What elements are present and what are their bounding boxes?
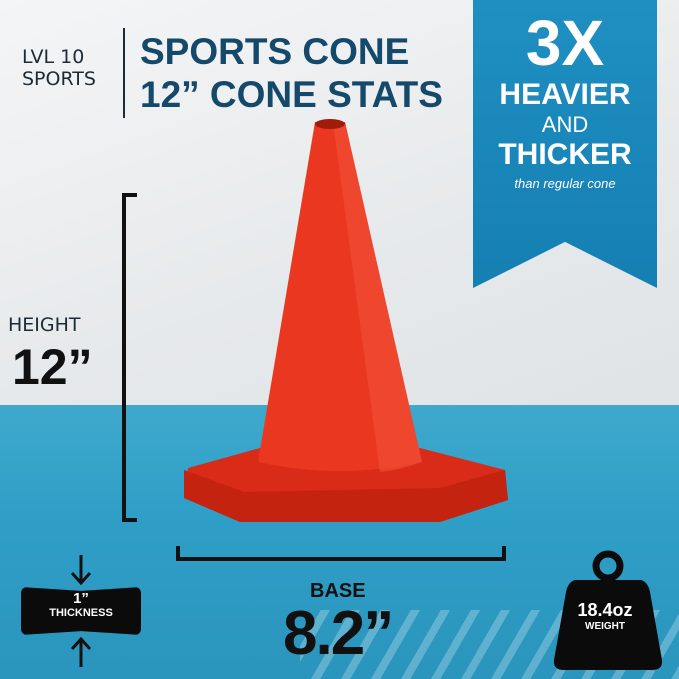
arrow-up-icon: [70, 636, 92, 667]
banner-line1: HEAVIER: [499, 78, 631, 111]
banner-line2: AND: [541, 112, 589, 137]
thickness-badge: 1” THICKNESS: [21, 587, 141, 635]
banner-line3: THICKER: [498, 138, 632, 171]
height-label: HEIGHT: [8, 314, 81, 336]
weight-badge: 18.4oz WEIGHT: [560, 600, 650, 632]
arrow-down-icon: [70, 555, 92, 586]
weight-icon: [553, 550, 663, 670]
cone-image: [184, 119, 508, 522]
divider: [123, 28, 125, 118]
base-value: 8.2”: [283, 599, 394, 668]
weight-label: WEIGHT: [585, 621, 625, 632]
brand-logo: LVL 10 SPORTS: [22, 46, 96, 90]
weight-value: 18.4oz: [577, 600, 633, 620]
promo-banner: 3X HEAVIER AND THICKER than regular cone: [473, 0, 657, 288]
banner-big: 3X: [525, 7, 605, 79]
page-title: SPORTS CONE 12” CONE STATS: [140, 31, 443, 115]
banner-note: than regular cone: [514, 176, 616, 191]
thickness-value: 1”: [73, 590, 89, 607]
base-label: BASE: [310, 580, 366, 602]
height-value: 12”: [12, 339, 93, 395]
height-bracket: [122, 193, 137, 522]
base-bracket: [176, 546, 506, 561]
thickness-label: THICKNESS: [49, 607, 113, 619]
